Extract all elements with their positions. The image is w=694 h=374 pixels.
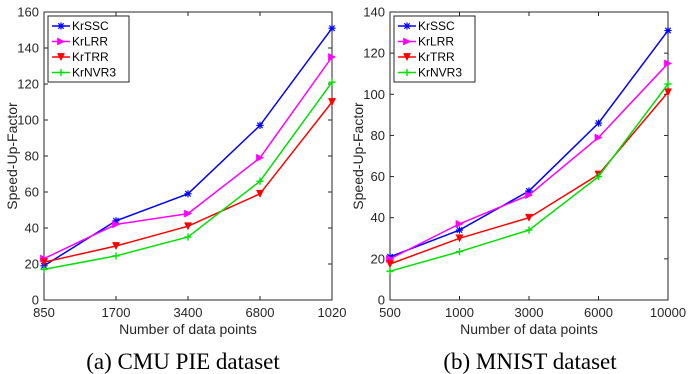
legend-marker (57, 22, 65, 30)
x-axis-label: Number of data points (460, 321, 598, 337)
data-point (256, 177, 264, 185)
y-tick-label: 80 (25, 149, 39, 164)
data-point (455, 219, 464, 228)
legend-marker (402, 53, 412, 62)
data-point (39, 258, 49, 267)
data-point (328, 52, 337, 62)
legend-marker (57, 68, 65, 77)
legend-label: KrTRR (72, 50, 109, 64)
data-point (255, 189, 265, 198)
data-point (184, 190, 192, 198)
series-krlrr (40, 52, 337, 263)
data-point (664, 59, 673, 68)
data-point (40, 265, 48, 273)
data-point (112, 220, 121, 229)
y-tick-label: 0 (378, 293, 385, 308)
x-tick-label: 6800 (246, 305, 275, 320)
series-line (389, 83, 669, 272)
data-point (184, 233, 192, 241)
data-point (386, 267, 394, 275)
data-point (524, 213, 534, 222)
x-tick-label: 3400 (174, 305, 203, 320)
data-point (594, 133, 603, 142)
data-point (594, 172, 603, 181)
data-point (112, 252, 120, 260)
figure-caption: (a) CMU PIE dataset (86, 349, 280, 374)
data-point (184, 209, 193, 218)
legend-label: KrLRR (418, 35, 454, 49)
data-point (664, 80, 672, 88)
data-point (525, 226, 533, 234)
legend-label: KrTRR (418, 50, 455, 64)
y-tick-label: 120 (363, 46, 385, 61)
series-krtrr (385, 88, 673, 269)
data-point (455, 248, 464, 256)
x-tick-label: 10000 (650, 305, 686, 320)
x-tick-label: 1700 (102, 305, 131, 320)
y-tick-label: 20 (25, 257, 39, 272)
y-tick-label: 60 (371, 169, 385, 184)
legend-label: KrNVR3 (418, 66, 462, 80)
legend-label: KrNVR3 (72, 66, 116, 80)
series-krnvr3 (40, 78, 336, 273)
series-krtrr (39, 98, 337, 267)
data-point (328, 24, 336, 32)
data-point (111, 242, 121, 251)
legend-marker (403, 22, 411, 30)
y-axis-label: Speed-Up-Factor (4, 102, 20, 210)
legend-label: KrSSC (72, 19, 109, 33)
x-tick-label: 6000 (584, 305, 613, 320)
y-tick-label: 100 (17, 113, 39, 128)
chart-panel-b: 0 20 40 60 80 100 120 140 500 1000 3000 6000 10000 Nu… (350, 5, 686, 374)
y-tick-label: 0 (32, 293, 39, 308)
x-tick-label: 1000 (445, 305, 474, 320)
data-point (664, 26, 672, 35)
y-tick-label: 60 (25, 185, 39, 200)
y-tick-label: 100 (363, 87, 385, 102)
chart-panel-a: 0 20 40 60 80 100 120 140 160 850 1700 3400 6800 1020… (4, 5, 346, 374)
figure-caption: (b) MNIST dataset (443, 349, 617, 374)
legend-marker (57, 37, 66, 46)
legend-marker (403, 37, 412, 46)
data-point (525, 191, 534, 200)
data-point (327, 98, 337, 107)
x-tick-label: 3000 (515, 305, 544, 320)
data-point (256, 121, 264, 129)
data-point (328, 78, 336, 86)
data-point (594, 119, 603, 127)
x-tick-label: 500 (379, 305, 401, 320)
data-point (385, 260, 395, 269)
data-point (183, 222, 193, 231)
series-krnvr3 (386, 80, 672, 275)
y-tick-label: 140 (363, 5, 385, 20)
data-point (663, 88, 673, 97)
y-tick-label: 20 (371, 251, 385, 266)
x-tick-label: 1020 (318, 305, 347, 320)
data-point (455, 234, 464, 243)
legend-label: KrSSC (418, 19, 455, 33)
y-tick-label: 40 (25, 221, 39, 236)
legend-marker (403, 68, 411, 77)
data-point (256, 153, 265, 162)
y-axis-label: Speed-Up-Factor (350, 102, 366, 210)
x-axis-label: Number of data points (119, 321, 257, 337)
series-line (43, 81, 333, 271)
legend-marker (56, 53, 66, 62)
data-point (455, 226, 464, 234)
y-tick-label: 80 (371, 128, 385, 143)
legend-label: KrLRR (72, 35, 108, 49)
y-tick-label: 140 (17, 41, 39, 56)
y-tick-label: 120 (17, 77, 39, 92)
x-tick-label: 850 (33, 305, 55, 320)
y-tick-label: 40 (371, 210, 385, 225)
y-tick-label: 160 (17, 5, 39, 20)
